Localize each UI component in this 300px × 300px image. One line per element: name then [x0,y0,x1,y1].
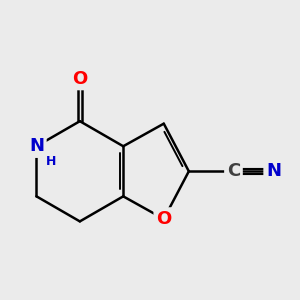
Text: N: N [266,162,281,180]
Text: H: H [46,155,56,168]
Text: O: O [156,210,171,228]
Text: N: N [29,137,44,155]
Text: C: C [227,162,240,180]
Text: O: O [72,70,88,88]
